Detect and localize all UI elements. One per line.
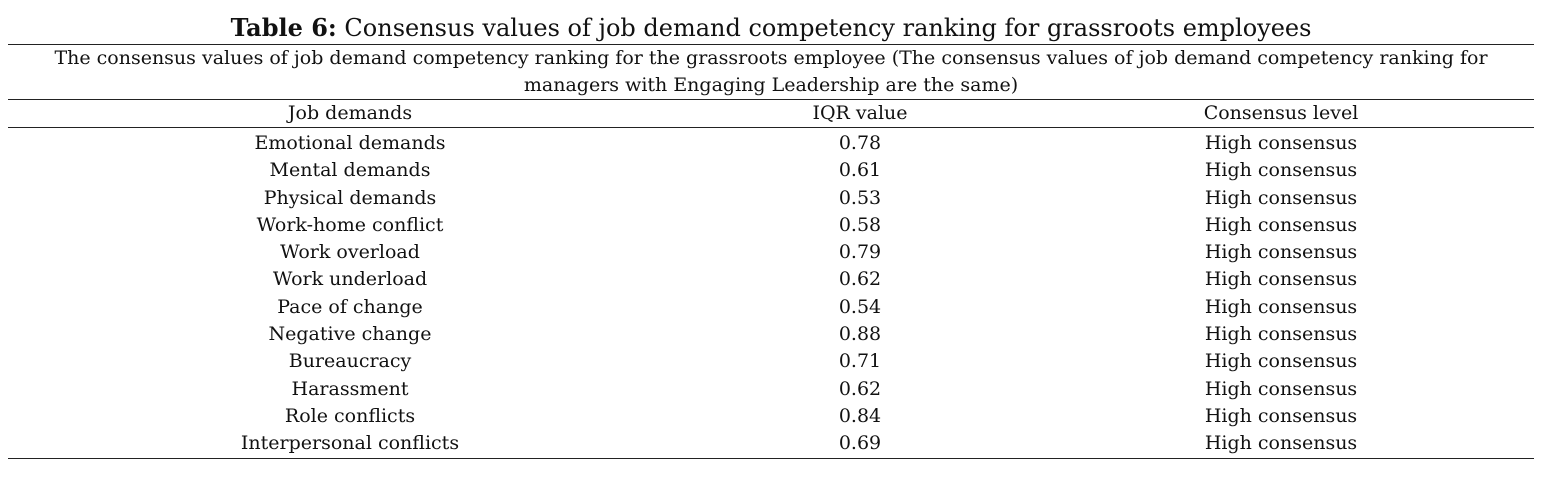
iqr-value-cell: 0.84 xyxy=(838,404,882,427)
header-job-demands: Job demands xyxy=(8,99,692,128)
table-row: Work underload 0.62 High consensus xyxy=(8,266,1534,293)
job-demand-cell: Pace of change xyxy=(277,295,423,318)
table-row: Mental demands 0.61 High consensus xyxy=(8,157,1534,184)
table-row: Bureaucracy 0.71 High consensus xyxy=(8,348,1534,375)
job-demand-cell: Mental demands xyxy=(269,159,431,182)
table-row: Harassment 0.62 High consensus xyxy=(8,376,1534,403)
consensus-level-cell: High consensus xyxy=(1028,430,1535,459)
table-row: Role conflicts 0.84 High consensus xyxy=(8,403,1534,430)
consensus-level-cell: High consensus xyxy=(1204,213,1358,236)
consensus-level-cell: High consensus xyxy=(1204,295,1358,318)
table-row: Negative change 0.88 High consensus xyxy=(8,321,1534,348)
job-demand-cell: Emotional demands xyxy=(254,132,446,154)
job-demand-cell: Harassment xyxy=(291,377,409,400)
consensus-level-cell: High consensus xyxy=(1204,377,1358,400)
consensus-level-cell: High consensus xyxy=(1204,268,1358,291)
iqr-value-cell: 0.54 xyxy=(838,295,882,318)
table-title-text: Consensus values of job demand competenc… xyxy=(344,14,1312,42)
iqr-value-cell: 0.78 xyxy=(838,132,882,154)
job-demand-cell: Work-home conflict xyxy=(256,213,444,236)
consensus-level-cell: High consensus xyxy=(1204,404,1358,427)
iqr-value-cell: 0.69 xyxy=(692,430,1028,459)
consensus-table: The consensus values of job demand compe… xyxy=(8,44,1535,459)
consensus-level-cell: High consensus xyxy=(1204,350,1358,373)
consensus-level-cell: High consensus xyxy=(1204,323,1358,346)
iqr-value-cell: 0.79 xyxy=(838,241,882,264)
iqr-value-cell: 0.62 xyxy=(838,268,882,291)
job-demand-cell: Work overload xyxy=(280,241,420,264)
table-row: Emotional demands 0.78 High consensus xyxy=(8,128,1534,158)
table-row: Work-home conflict 0.58 High consensus xyxy=(8,212,1534,239)
table-row: Physical demands 0.53 High consensus xyxy=(8,185,1534,212)
table-container: Table 6: Consensus values of job demand … xyxy=(8,12,1535,459)
job-demand-cell: Work underload xyxy=(272,268,428,291)
table-row: Interpersonal conflicts 0.69 High consen… xyxy=(8,430,1535,459)
consensus-level-cell: High consensus xyxy=(1204,159,1358,182)
table-title: Table 6: Consensus values of job demand … xyxy=(8,12,1534,44)
table-row: Pace of change 0.54 High consensus xyxy=(8,294,1534,321)
header-consensus-level: Consensus level xyxy=(1028,99,1535,128)
consensus-level-cell: High consensus xyxy=(1204,132,1358,154)
consensus-level-cell: High consensus xyxy=(1204,241,1358,264)
iqr-value-cell: 0.88 xyxy=(838,323,882,346)
consensus-level-cell: High consensus xyxy=(1204,186,1358,209)
job-demand-cell: Negative change xyxy=(268,323,432,346)
caption-row: The consensus values of job demand compe… xyxy=(8,44,1535,100)
iqr-value-cell: 0.71 xyxy=(838,350,882,373)
header-row: Job demands IQR value Consensus level xyxy=(8,99,1535,128)
job-demand-cell: Physical demands xyxy=(263,186,437,209)
table-caption: The consensus values of job demand compe… xyxy=(8,44,1535,100)
job-demand-cell: Role conflicts xyxy=(284,404,416,427)
job-demand-cell: Bureaucracy xyxy=(288,350,412,373)
iqr-value-cell: 0.53 xyxy=(838,186,882,209)
iqr-value-cell: 0.58 xyxy=(838,213,882,236)
job-demand-cell: Interpersonal conflicts xyxy=(8,430,692,459)
table-title-label: Table 6: xyxy=(230,13,337,42)
iqr-value-cell: 0.62 xyxy=(838,377,882,400)
header-iqr-value: IQR value xyxy=(692,99,1028,128)
table-row: Work overload 0.79 High consensus xyxy=(8,239,1534,266)
iqr-value-cell: 0.61 xyxy=(838,159,882,182)
